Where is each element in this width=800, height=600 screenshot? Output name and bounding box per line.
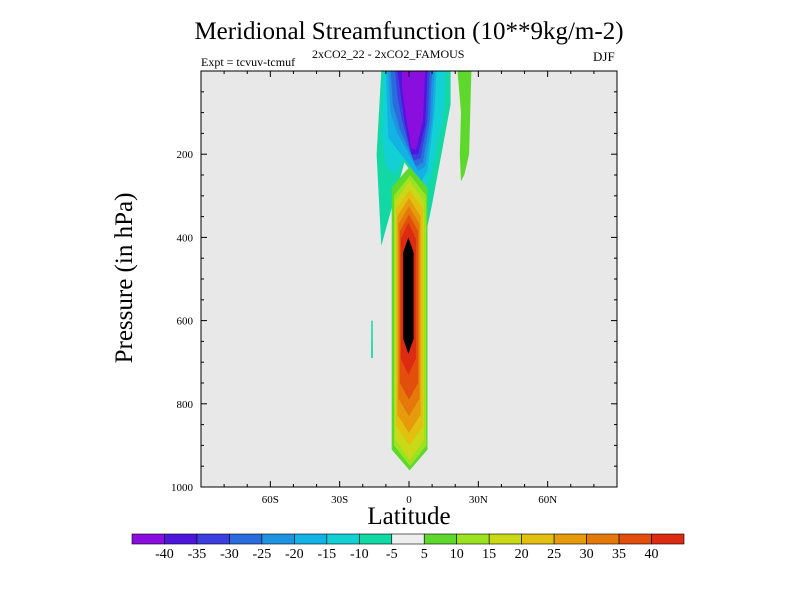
- y-tick-labels: 200 400 600 800 1000: [171, 149, 194, 494]
- colorbar-label: -30: [220, 547, 239, 562]
- experiment-subtitle: 2xCO2_22 - 2xCO2_FAMOUS: [312, 47, 465, 61]
- colorbar: -40 -35 -30 -25 -20 -15 -10 -5 5 10 15 20 25 30 35 40: [131, 533, 685, 562]
- colorbar-swatch: [294, 533, 328, 545]
- colorbar-label: -25: [253, 547, 272, 562]
- colorbar-label: 25: [547, 547, 561, 562]
- colorbar-swatch: [358, 533, 393, 545]
- colorbar-label: -40: [155, 547, 174, 562]
- colorbar-label: 15: [482, 547, 496, 562]
- colorbar-swatch: [553, 533, 587, 545]
- colorbar-label: -10: [350, 547, 369, 562]
- colorbar-label: 5: [421, 547, 428, 562]
- x-tick-label: 30N: [469, 494, 488, 506]
- x-tick-label: 0: [406, 494, 412, 506]
- x-tick-label: 60N: [538, 494, 557, 506]
- y-tick-label: 800: [177, 399, 194, 411]
- colorbar-label: 35: [612, 547, 626, 562]
- y-tick-label: 1000: [171, 482, 194, 494]
- plot-frame: [200, 70, 618, 488]
- colorbar-swatch: [326, 533, 360, 545]
- colorbar-swatch: [521, 533, 555, 545]
- neg-sliver-south: [371, 320, 373, 358]
- colorbar-label: -20: [285, 547, 304, 562]
- neg-contour-40: [402, 71, 426, 150]
- colorbar-swatch: [423, 533, 458, 545]
- chart-title: Meridional Streamfunction (10**9kg/m-2): [194, 18, 624, 45]
- colorbar-swatch: [131, 533, 165, 545]
- y-tick-label: 200: [177, 149, 194, 161]
- y-tick-label: 400: [177, 232, 194, 244]
- season-label: DJF: [593, 49, 615, 64]
- colorbar-swatch: [261, 533, 295, 545]
- contour-fills: [371, 71, 472, 471]
- colorbar-label: -15: [317, 547, 336, 562]
- pos-contour-45: [403, 237, 414, 354]
- colorbar-swatch: [651, 533, 685, 545]
- x-tick-label: 60S: [262, 494, 279, 506]
- colorbar-label: 40: [645, 547, 659, 562]
- pos-strip-north: [457, 71, 472, 182]
- colorbar-label: 10: [450, 547, 464, 562]
- colorbar-swatch: [456, 533, 490, 545]
- x-axis-label: Latitude: [367, 503, 451, 530]
- colorbar-swatch: [618, 533, 652, 545]
- colorbar-swatch: [196, 533, 230, 545]
- x-tick-labels: 60S 30S 0 30N 60N: [262, 494, 557, 506]
- y-tick-label: 600: [177, 316, 194, 328]
- colorbar-swatch: [586, 533, 620, 545]
- experiment-label: Expt = tcvuv-tcmuf: [201, 55, 296, 69]
- colorbar-label: -35: [188, 547, 207, 562]
- colorbar-label: -5: [386, 547, 398, 562]
- colorbar-label: 20: [515, 547, 529, 562]
- colorbar-swatch: [164, 533, 198, 545]
- colorbar-label: 30: [580, 547, 594, 562]
- colorbar-swatch: [391, 533, 425, 545]
- x-tick-label: 30S: [331, 494, 348, 506]
- colorbar-swatch: [488, 533, 522, 545]
- colorbar-swatch: [229, 533, 263, 545]
